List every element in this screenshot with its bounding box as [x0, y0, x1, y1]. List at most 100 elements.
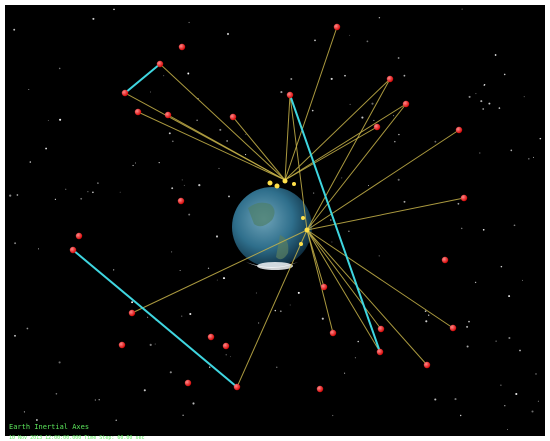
star [500, 384, 502, 386]
star [113, 8, 115, 11]
star [23, 411, 25, 413]
star [80, 197, 83, 200]
star [150, 91, 152, 93]
star [378, 17, 381, 19]
access-line [306, 197, 465, 231]
access-lines [124, 26, 465, 388]
star [507, 429, 509, 430]
star [132, 164, 134, 167]
star [537, 400, 539, 402]
satellite [376, 348, 384, 356]
star [182, 414, 184, 416]
star [13, 28, 16, 31]
stars [9, 8, 542, 430]
star [225, 354, 227, 356]
satellite [156, 60, 164, 68]
star [504, 405, 506, 407]
star [179, 270, 181, 271]
star [531, 410, 534, 413]
star [313, 192, 315, 194]
star [181, 179, 183, 181]
satellite [184, 379, 192, 387]
star [55, 393, 58, 395]
star [16, 194, 19, 196]
access-line [131, 229, 308, 314]
access-line [306, 229, 454, 329]
star [366, 40, 369, 43]
access-line [236, 229, 308, 388]
star [37, 248, 40, 250]
star [92, 191, 94, 194]
star [397, 57, 400, 59]
star [535, 373, 537, 375]
satellite [377, 325, 385, 333]
star [181, 315, 183, 317]
star [330, 77, 333, 80]
star [425, 320, 428, 323]
access-line [306, 103, 407, 231]
satellite [177, 197, 185, 205]
star [474, 281, 477, 284]
star [321, 317, 324, 320]
star [494, 54, 497, 56]
time-label: 10 Nov 2013 12:00:00.000 Time Step: 60.0… [9, 435, 144, 441]
satellite [286, 91, 294, 99]
star [183, 184, 185, 186]
star [349, 103, 351, 105]
star [276, 366, 278, 368]
star [218, 167, 220, 169]
satellite [69, 246, 77, 254]
star [158, 161, 160, 164]
star [245, 154, 247, 156]
star [424, 310, 427, 313]
star [500, 265, 503, 268]
star [466, 325, 469, 328]
star [245, 133, 247, 135]
star [483, 83, 486, 86]
star [403, 74, 406, 77]
star [498, 107, 501, 109]
star [255, 292, 257, 294]
satellite [329, 329, 337, 337]
star [45, 147, 48, 150]
satellites [69, 23, 468, 393]
star [533, 156, 534, 158]
star [9, 194, 12, 197]
star [459, 414, 462, 417]
satellite [75, 232, 83, 240]
access-line [306, 229, 334, 334]
access-line [284, 94, 291, 181]
access-line [284, 78, 391, 181]
star [332, 414, 334, 417]
access-line [137, 111, 286, 181]
earth [232, 187, 312, 270]
star [508, 295, 511, 298]
star [290, 78, 293, 80]
star [341, 177, 343, 179]
star [189, 312, 192, 316]
star [94, 399, 96, 401]
star [219, 128, 222, 131]
star [98, 399, 100, 401]
access-line [284, 103, 407, 181]
satellite [460, 194, 468, 202]
star [230, 356, 232, 358]
star [154, 343, 156, 345]
star [65, 188, 67, 190]
satellite [134, 108, 142, 116]
star [226, 140, 228, 142]
star [539, 137, 542, 140]
star [466, 345, 469, 348]
star [311, 109, 314, 112]
star [87, 191, 89, 193]
star [461, 8, 463, 10]
star [198, 184, 201, 187]
star [54, 198, 57, 200]
star [510, 149, 513, 152]
star [397, 178, 400, 181]
star [349, 34, 351, 36]
star [468, 320, 470, 323]
star [361, 116, 364, 119]
